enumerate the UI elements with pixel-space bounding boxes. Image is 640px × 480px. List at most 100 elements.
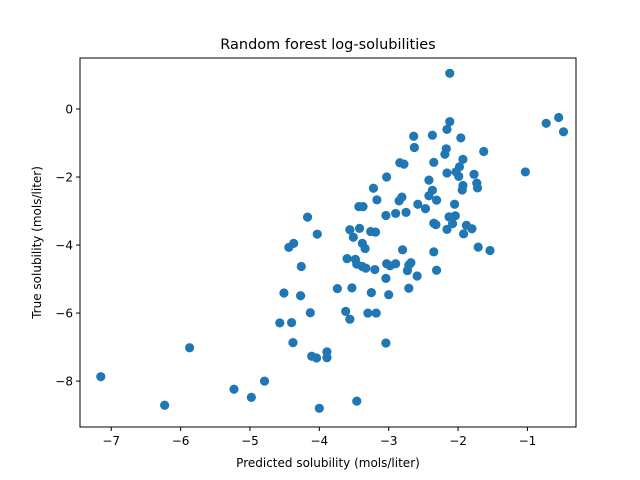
scatter-point — [296, 291, 306, 301]
y-tick-label: −6 — [55, 307, 73, 321]
scatter-point — [413, 199, 423, 209]
scatter-point — [458, 154, 468, 164]
scatter-point — [246, 392, 256, 403]
scatter-point — [472, 183, 483, 193]
scatter-point — [444, 212, 454, 222]
scatter-point — [454, 171, 464, 181]
scatter-point — [431, 265, 442, 275]
x-tick-label: −3 — [380, 434, 398, 448]
y-axis-label: True solubility (mols/liter) — [30, 166, 44, 320]
scatter-point — [554, 112, 564, 123]
scatter-point — [352, 396, 362, 406]
scatter-point — [371, 308, 381, 318]
scatter-point — [409, 131, 419, 141]
scatter-point — [412, 271, 422, 281]
scatter-point — [424, 175, 434, 185]
scatter-point — [372, 195, 382, 205]
scatter-point — [404, 283, 414, 293]
scatter-point — [312, 229, 322, 239]
scatter-point — [314, 403, 324, 413]
scatter-point — [469, 169, 479, 179]
scatter-point — [366, 226, 376, 237]
scatter-point — [457, 185, 467, 195]
scatter-point — [442, 168, 452, 178]
scatter-point — [520, 167, 530, 177]
scatter-point — [354, 223, 365, 233]
scatter-point — [368, 183, 379, 193]
scatter-point — [284, 242, 294, 253]
scatter-point — [485, 245, 495, 256]
scatter-point — [229, 384, 239, 394]
scatter-point — [429, 247, 439, 257]
scatter-point — [381, 273, 391, 283]
scatter-point — [345, 225, 355, 235]
scatter-point — [366, 288, 376, 298]
scatter-point — [381, 210, 391, 221]
scatter-point — [420, 204, 431, 214]
scatter-point — [445, 68, 455, 78]
x-tick-label: −5 — [241, 434, 259, 448]
scatter-point — [332, 283, 342, 294]
scatter-point — [348, 232, 358, 242]
scatter-point — [456, 133, 466, 143]
x-tick-label: −6 — [172, 434, 190, 448]
scatter-point — [361, 263, 371, 273]
scatter-point — [427, 185, 437, 195]
chart-title: Random forest log-solubilities — [220, 37, 436, 53]
y-axis-ticks: −8 −6 −4 −2 0 — [55, 103, 80, 389]
scatter-point — [541, 118, 551, 128]
scatter-point — [445, 117, 455, 127]
scatter-point — [473, 242, 483, 252]
scatter-point — [305, 308, 315, 318]
scatter-point — [431, 195, 442, 205]
scatter-point — [279, 288, 289, 298]
points-layer — [96, 68, 569, 413]
x-tick-label: −1 — [519, 434, 537, 448]
y-tick-label: 0 — [65, 103, 73, 117]
scatter-point — [347, 283, 357, 293]
scatter-point — [275, 318, 285, 328]
x-tick-label: −2 — [449, 434, 467, 448]
x-axis-ticks: −7 −6 −5 −4 −3 −2 −1 — [102, 427, 536, 448]
x-tick-label: −4 — [310, 434, 328, 448]
scatter-point — [391, 259, 401, 269]
scatter-point — [461, 220, 471, 230]
scatter-point — [442, 124, 452, 135]
scatter-point — [397, 192, 407, 202]
scatter-point — [397, 245, 408, 255]
scatter-point — [409, 142, 419, 153]
scatter-point — [358, 202, 368, 212]
scatter-point — [341, 306, 351, 316]
scatter-point — [558, 127, 569, 137]
scatter-point — [259, 376, 270, 386]
scatter-point — [185, 343, 195, 353]
y-tick-label: −8 — [55, 375, 73, 389]
scatter-point — [360, 243, 370, 254]
scatter-point — [160, 400, 170, 410]
scatter-point — [296, 261, 306, 272]
scatter-point — [479, 146, 489, 157]
scatter-point — [429, 157, 439, 168]
scatter-point — [345, 314, 355, 324]
scatter-point — [363, 308, 373, 318]
scatter-point — [447, 219, 458, 229]
scatter-point — [427, 130, 437, 140]
scatter-point — [401, 207, 411, 217]
scatter-point — [286, 317, 297, 328]
scatter-point — [399, 159, 409, 169]
scatter-point — [384, 290, 394, 300]
scatter-point — [96, 372, 106, 382]
scatter-point — [459, 229, 469, 239]
x-axis-label: Predicted solubility (mols/liter) — [236, 456, 420, 470]
scatter-point — [382, 172, 392, 182]
scatter-point — [391, 208, 401, 219]
x-tick-label: −7 — [102, 434, 120, 448]
scatter-point — [429, 218, 439, 228]
scatter-point — [381, 338, 391, 348]
scatter-point — [322, 353, 332, 363]
scatter-point — [311, 353, 322, 363]
scatter-point — [450, 199, 460, 209]
scatter-point — [442, 224, 452, 235]
